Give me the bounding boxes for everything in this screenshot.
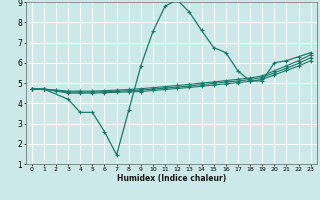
X-axis label: Humidex (Indice chaleur): Humidex (Indice chaleur) bbox=[116, 174, 226, 183]
